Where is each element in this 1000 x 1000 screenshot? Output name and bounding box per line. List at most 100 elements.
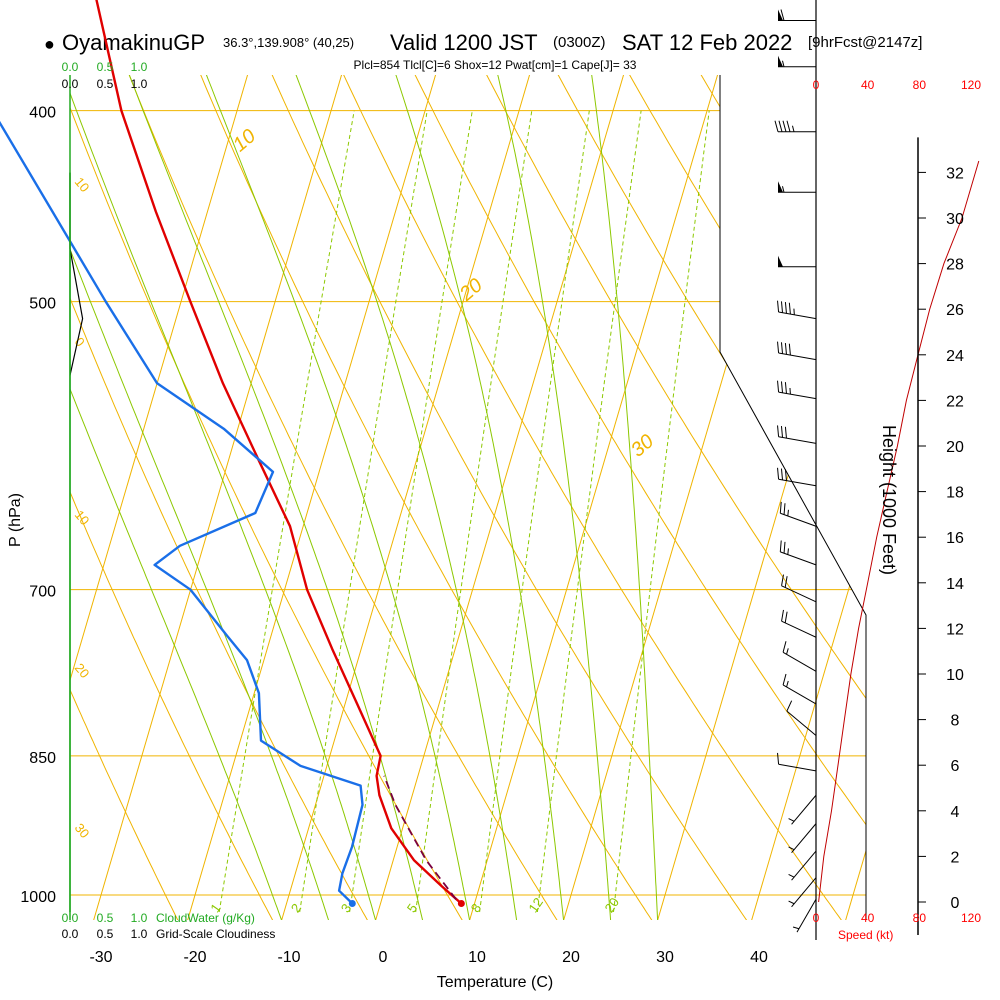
- dry-adiabat-label: 10: [72, 174, 93, 195]
- wind-barb: [792, 899, 817, 933]
- surface-dewpoint-point: [348, 900, 356, 908]
- temperature-tick-label: 0: [379, 949, 388, 966]
- isotherm-line: [751, 528, 866, 920]
- temperature-tick-label: 20: [562, 949, 580, 966]
- mixing-ratio-label: 8: [468, 901, 484, 916]
- wind-barb-flag: [778, 55, 783, 67]
- dry-adiabat-line: [200, 75, 653, 920]
- wind-barb-staff: [791, 794, 817, 825]
- cloudiness-top-tick: 0.5: [97, 77, 114, 91]
- chart-header: ● OyamakinuGP 36.3°,139.908° (40,25) Val…: [44, 30, 922, 72]
- height-tick-label: 8: [951, 713, 960, 730]
- dry-adiabat-label: 0: [72, 334, 88, 349]
- wind-barb: [777, 752, 817, 772]
- pressure-tick-label: 500: [29, 296, 56, 313]
- temperature-tick-label: 40: [750, 949, 768, 966]
- valid-time: Valid 1200 JST: [390, 30, 538, 55]
- mixing-ratio-line: [415, 110, 533, 913]
- speed-bottom-tick: 0: [813, 911, 820, 925]
- wind-section: [774, 0, 980, 940]
- wind-barb-staff: [778, 436, 817, 444]
- height-tick-label: 16: [946, 530, 964, 547]
- plot-boundary-line: [719, 75, 867, 920]
- cloudwater-top-tick: 0.0: [62, 60, 79, 74]
- wind-barb-staff: [780, 551, 817, 566]
- dry-adiabat-label: 30: [72, 820, 93, 841]
- speed-top-tick: 0: [813, 78, 820, 92]
- height-tick-label: 14: [946, 576, 964, 593]
- wind-barb-feather: [783, 541, 786, 554]
- pressure-tick-label: 1000: [20, 889, 56, 906]
- wind-barb-staff: [796, 899, 817, 933]
- cloudwater-top-tick: 1.0: [131, 60, 148, 74]
- wind-barb: [777, 380, 817, 400]
- moist-adiabat-line: [70, 387, 283, 920]
- wind-barb-staff: [778, 478, 817, 487]
- wind-barb-half-feather: [782, 60, 785, 67]
- wind-barb: [781, 574, 817, 603]
- sounding-series: [0, 0, 465, 908]
- wind-barb-staff: [782, 684, 817, 705]
- wind-barb-half-feather: [788, 818, 795, 822]
- wind-barb-feather: [779, 540, 782, 552]
- wind-barb-staff: [778, 763, 817, 772]
- speed-top-tick: 120: [961, 78, 981, 92]
- wind-barb-staff: [781, 620, 817, 638]
- height-tick-label: 10: [946, 667, 964, 684]
- wind-barb-feather: [774, 120, 779, 132]
- speed-bottom-tick: 80: [913, 911, 927, 925]
- wind-barb-feather: [777, 380, 780, 393]
- cloudiness-top-tick: 1.0: [131, 77, 148, 91]
- wind-barb-feather: [784, 382, 787, 394]
- wind-barb: [778, 55, 816, 68]
- cloudwater-bottom-tick: 1.0: [131, 911, 148, 925]
- isotherm-line: [93, 75, 343, 920]
- wind-barb-feather: [777, 425, 780, 437]
- cloudwater-bottom-tick: 0.5: [97, 911, 114, 925]
- wind-barb-staff: [781, 585, 817, 603]
- wind-barb-staff: [778, 311, 817, 320]
- wind-barb-feather: [780, 468, 784, 480]
- wind-barb: [782, 673, 817, 705]
- wind-barb-half-feather: [792, 125, 795, 132]
- pressure-tick-label: 400: [29, 105, 56, 122]
- dry-adiabat-line: [70, 688, 179, 920]
- moist-adiabat-line: [591, 75, 659, 920]
- wind-barb: [774, 120, 816, 133]
- mixing-ratio-line: [613, 110, 710, 913]
- wind-barb-feather: [780, 301, 784, 313]
- speed-bottom-tick: 120: [961, 911, 981, 925]
- wind-barb: [777, 467, 817, 487]
- wind-barb-feather: [784, 342, 787, 355]
- height-tick-label: 22: [946, 393, 964, 410]
- wind-barb: [778, 9, 816, 21]
- height-axis-label: Height (1000 Feet): [879, 425, 899, 575]
- y-axis-label: P (hPa): [7, 493, 24, 547]
- pressure-tick-label: 700: [29, 584, 56, 601]
- wind-barb: [788, 850, 817, 881]
- wind-barb-feather: [777, 341, 780, 354]
- wind-barb: [777, 300, 817, 320]
- wind-barb: [778, 255, 816, 268]
- wind-barb-half-feather: [792, 926, 800, 930]
- speed-top-tick: 80: [913, 78, 927, 92]
- mixing-ratio-label: 20: [602, 895, 623, 915]
- dry-adiabat-label: 10: [72, 507, 93, 528]
- wind-barb: [788, 794, 817, 825]
- mixing-ratio-label: 5: [404, 901, 420, 916]
- height-tick-label: 30: [946, 211, 964, 228]
- plot-boundary-mask: [720, 75, 1000, 920]
- dry-adiabat-line: [70, 490, 274, 920]
- height-tick-label: 24: [946, 348, 964, 365]
- cloud-profiles: [69, 172, 84, 912]
- wind-barb-flag: [778, 255, 783, 267]
- wind-barb: [777, 341, 817, 361]
- moist-adiabat-line: [295, 75, 518, 920]
- temperature-tick-label: 10: [468, 949, 486, 966]
- wind-barb-half-feather: [788, 873, 795, 878]
- forecast-date: SAT 12 Feb 2022: [622, 30, 792, 55]
- temperature-tick-label: 30: [656, 949, 674, 966]
- wind-barb-staff: [778, 352, 817, 361]
- wind-barb: [788, 877, 817, 908]
